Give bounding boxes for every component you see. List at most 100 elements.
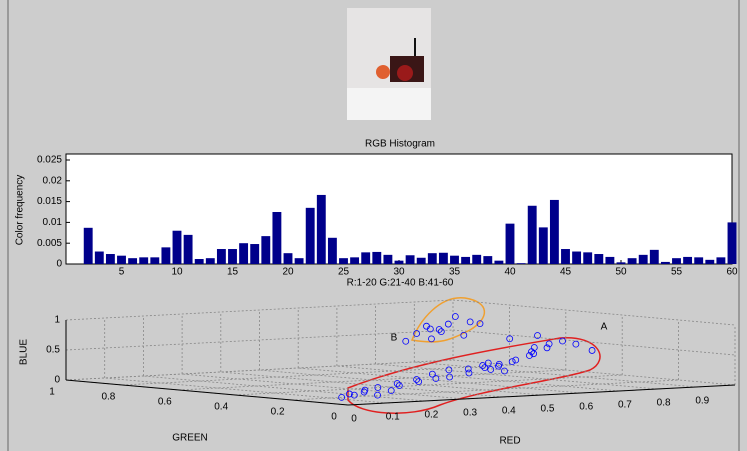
x-tick-label: 30 <box>393 267 405 278</box>
bar <box>194 259 204 264</box>
x-grid-line <box>182 373 465 400</box>
point <box>413 330 421 337</box>
bar <box>94 251 104 264</box>
z-grid-line <box>452 299 736 326</box>
point <box>481 364 489 372</box>
bar <box>572 251 582 264</box>
point <box>432 375 440 382</box>
bar <box>383 254 393 264</box>
z-grid-line <box>65 359 454 381</box>
annotation: B <box>391 333 398 344</box>
x-tick-label: 0.2 <box>424 410 438 421</box>
point <box>508 358 516 366</box>
y-tick-label: 0.005 <box>37 238 62 249</box>
bar <box>549 199 559 264</box>
x-tick-label: 15 <box>227 267 239 278</box>
point <box>415 378 423 386</box>
y-grid-line <box>235 374 623 396</box>
bar <box>316 194 326 264</box>
point <box>345 390 353 398</box>
bar <box>372 251 382 264</box>
bar <box>183 234 193 264</box>
bar <box>494 260 504 264</box>
x-tick-label: 0.6 <box>579 402 593 413</box>
point <box>572 340 580 348</box>
point <box>484 359 492 367</box>
z-grid-line <box>452 359 736 386</box>
bar <box>638 254 648 264</box>
y-tick-label: 0.01 <box>43 217 63 228</box>
point <box>588 347 596 354</box>
point <box>526 352 533 359</box>
point <box>444 320 452 328</box>
x-grid-line <box>104 377 387 404</box>
y-axis-label: GREEN <box>172 433 208 444</box>
bar <box>105 254 115 264</box>
bar <box>716 257 726 264</box>
point <box>446 373 454 381</box>
bar <box>216 249 226 264</box>
bar <box>727 222 737 264</box>
x-tick-label: 10 <box>171 267 183 278</box>
bar <box>261 236 271 264</box>
bar <box>705 259 715 264</box>
chart-title: RGB Histogram <box>365 139 435 150</box>
x-tick-label: 0 <box>351 414 357 425</box>
x-tick-label: 25 <box>338 267 350 278</box>
y-tick-label: 0.025 <box>37 155 62 166</box>
y-tick-label: 0.8 <box>101 392 115 403</box>
x-tick-label: 35 <box>449 267 461 278</box>
region-a-outline <box>347 337 601 414</box>
point <box>428 335 435 343</box>
bar <box>339 258 348 264</box>
point <box>338 393 346 401</box>
x-grid-line <box>336 365 619 392</box>
bar <box>516 263 526 264</box>
point <box>393 380 401 387</box>
bar <box>438 252 448 264</box>
point <box>428 370 436 378</box>
bar <box>228 249 237 264</box>
bar <box>605 256 615 264</box>
point <box>445 366 453 374</box>
z-grid-line <box>452 329 736 356</box>
bar <box>128 258 138 264</box>
point <box>512 356 520 364</box>
x-grid-line <box>220 371 503 398</box>
y-grid-line <box>178 369 566 391</box>
point <box>466 318 474 326</box>
point <box>465 369 473 377</box>
point <box>435 326 443 333</box>
point <box>464 365 472 373</box>
point <box>413 376 420 383</box>
point <box>495 362 502 370</box>
x-axis-label: R:1-20 G:21-40 B:41-60 <box>347 278 454 289</box>
point <box>476 320 484 328</box>
bar <box>327 237 337 264</box>
bar <box>660 261 670 264</box>
bar <box>538 227 548 264</box>
point <box>451 313 459 320</box>
bar <box>461 256 471 264</box>
point <box>387 387 395 395</box>
x-grid-line <box>143 375 426 402</box>
point <box>530 344 538 351</box>
bar <box>627 258 637 264</box>
point <box>350 391 358 399</box>
y-axis-label: Color frequency <box>15 175 26 246</box>
bar <box>394 260 404 264</box>
bar <box>305 207 315 264</box>
x-axis-label: RED <box>499 436 520 447</box>
point <box>374 391 381 399</box>
y-tick-label: 0.2 <box>271 407 285 418</box>
bar <box>139 257 149 264</box>
bar <box>694 257 704 264</box>
bar <box>205 258 215 264</box>
y-tick-label: 1 <box>49 387 55 398</box>
point <box>402 337 410 345</box>
y-tick-label: 0 <box>56 259 62 270</box>
bar <box>427 253 437 264</box>
photo-disc <box>397 65 413 81</box>
